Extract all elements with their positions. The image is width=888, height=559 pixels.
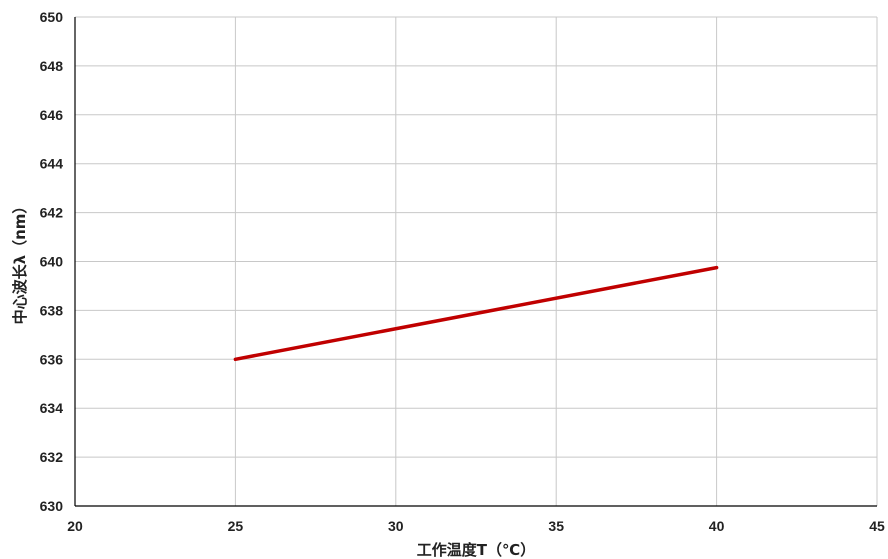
y-tick-label: 648 (40, 58, 64, 74)
axes (74, 16, 878, 507)
x-tick-label: 20 (67, 518, 83, 534)
series-line (233, 265, 719, 362)
y-tick-label: 644 (40, 156, 64, 172)
x-tick-label: 30 (388, 518, 404, 534)
x-tick-label: 40 (709, 518, 725, 534)
y-tick-label: 630 (40, 498, 64, 514)
x-axis-title: 工作温度T（℃） (417, 541, 535, 559)
y-tick-label: 632 (40, 449, 64, 465)
y-tick-label: 646 (40, 107, 64, 123)
series-layer (233, 265, 719, 362)
y-tick-label: 640 (40, 254, 64, 270)
x-tick-labels: 20 25 30 35 40 45 (67, 518, 885, 534)
grid (75, 16, 878, 506)
y-tick-label: 650 (40, 9, 64, 25)
y-tick-label: 642 (40, 205, 64, 221)
y-tick-labels: 630 632 634 636 638 640 642 644 646 648 650 (40, 9, 64, 514)
y-tick-label: 636 (40, 351, 64, 367)
y-tick-label: 634 (40, 400, 64, 416)
y-axis-title: 中心波长λ（nm） (11, 199, 29, 325)
x-tick-label: 25 (228, 518, 244, 534)
x-tick-label: 35 (548, 518, 564, 534)
x-tick-label: 45 (869, 518, 885, 534)
y-tick-label: 638 (40, 302, 64, 318)
